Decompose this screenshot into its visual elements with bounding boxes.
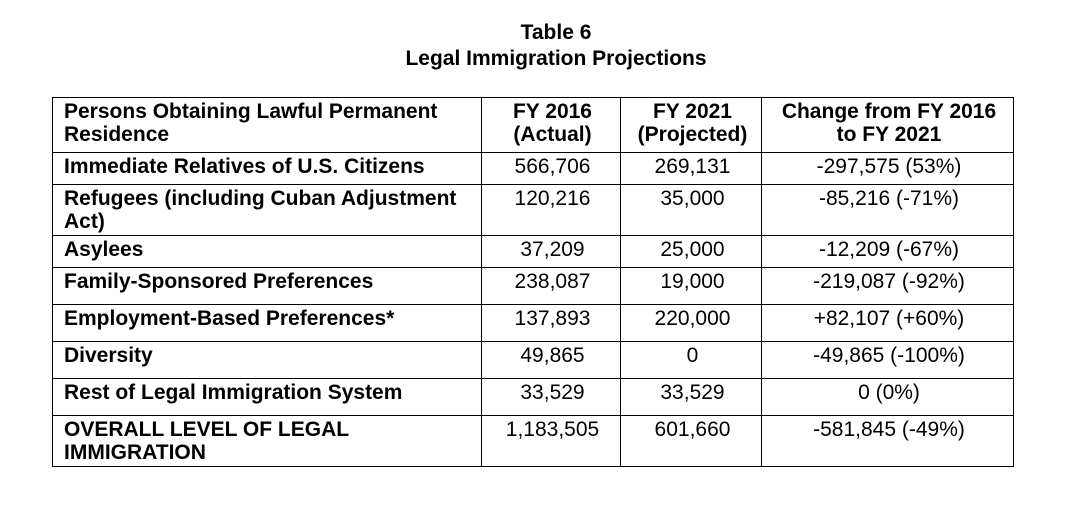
fy2016-value: 238,087 — [481, 267, 621, 305]
change-value: 0 (0%) — [761, 378, 1014, 416]
column-header-change: Change from FY 2016 to FY 2021 — [761, 97, 1014, 153]
row-label: Diversity — [52, 341, 482, 379]
table-row: Immediate Relatives of U.S. Citizens 566… — [52, 152, 1014, 185]
row-label: Employment-Based Preferences* — [52, 304, 482, 342]
fy2021-value: 0 — [620, 341, 762, 379]
fy2021-value: 220,000 — [620, 304, 762, 342]
table-row: Family-Sponsored Preferences 238,087 19,… — [52, 267, 1014, 305]
fy2021-value: 33,529 — [620, 378, 762, 416]
change-value: +82,107 (+60%) — [761, 304, 1014, 342]
row-label: Refugees (including Cuban Adjustment Act… — [52, 184, 482, 236]
table-row: Refugees (including Cuban Adjustment Act… — [52, 184, 1014, 236]
fy2016-value: 137,893 — [481, 304, 621, 342]
row-label: Family-Sponsored Preferences — [52, 267, 482, 305]
row-label: Immediate Relatives of U.S. Citizens — [52, 152, 482, 185]
table-caption: Legal Immigration Projections — [405, 47, 707, 70]
fy2021-value: 19,000 — [620, 267, 762, 305]
column-header-fy2016: FY 2016 (Actual) — [481, 97, 621, 153]
table-row: Rest of Legal Immigration System 33,529 … — [52, 378, 1014, 416]
fy2016-value: 33,529 — [481, 378, 621, 416]
change-value: -581,845 (-49%) — [761, 415, 1014, 467]
fy2016-value: 1,183,505 — [481, 415, 621, 467]
row-label: OVERALL LEVEL OF LEGAL IMMIGRATION — [52, 415, 482, 467]
immigration-projections-table: Persons Obtaining Lawful Permanent Resid… — [52, 97, 1014, 467]
fy2016-value: 49,865 — [481, 341, 621, 379]
change-value: -219,087 (-92%) — [761, 267, 1014, 305]
fy2016-value: 37,209 — [481, 235, 621, 268]
change-value: -85,216 (-71%) — [761, 184, 1014, 236]
table-header-row: Persons Obtaining Lawful Permanent Resid… — [52, 97, 1014, 153]
table-row: Diversity 49,865 0 -49,865 (-100%) — [52, 341, 1014, 379]
table-row-total: OVERALL LEVEL OF LEGAL IMMIGRATION 1,183… — [52, 415, 1014, 467]
fy2021-value: 601,660 — [620, 415, 762, 467]
fy2021-value: 269,131 — [620, 152, 762, 185]
column-header-category: Persons Obtaining Lawful Permanent Resid… — [52, 97, 482, 153]
row-label: Rest of Legal Immigration System — [52, 378, 482, 416]
change-value: -12,209 (-67%) — [761, 235, 1014, 268]
row-label: Asylees — [52, 235, 482, 268]
fy2016-value: 566,706 — [481, 152, 621, 185]
column-header-fy2021: FY 2021 (Projected) — [620, 97, 762, 153]
table-title: Table 6 Legal Immigration Projections — [0, 20, 1080, 72]
change-value: -49,865 (-100%) — [761, 341, 1014, 379]
fy2016-value: 120,216 — [481, 184, 621, 236]
change-value: -297,575 (53%) — [761, 152, 1014, 185]
table-number: Table 6 — [520, 21, 592, 44]
table-row: Asylees 37,209 25,000 -12,209 (-67%) — [52, 235, 1014, 268]
table-row: Employment-Based Preferences* 137,893 22… — [52, 304, 1014, 342]
fy2021-value: 25,000 — [620, 235, 762, 268]
fy2021-value: 35,000 — [620, 184, 762, 236]
